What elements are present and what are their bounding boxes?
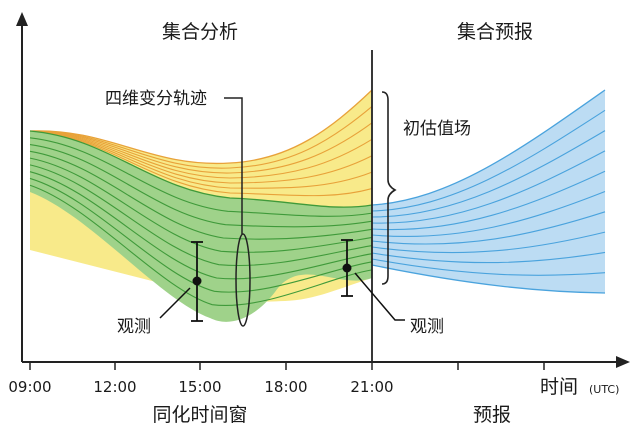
- forecast-label: 预报: [473, 404, 511, 426]
- forecast-trajectory: [371, 170, 606, 231]
- x-axis-label: 时间: [540, 376, 578, 398]
- initial-guess-trajectory: [29, 130, 373, 189]
- observation-2-point: [342, 263, 352, 273]
- analysis-trajectory: [29, 150, 373, 240]
- forecast-trajectory: [371, 258, 606, 276]
- initial-guess-top-outline: [29, 89, 373, 165]
- analysis-ensemble-envelope: [30, 131, 372, 322]
- x-tick-label: 15:00: [178, 378, 221, 396]
- initial-guess-trajectories: [29, 106, 373, 197]
- forecast-trajectory: [371, 150, 606, 224]
- observation-2-label: 观测: [410, 317, 444, 337]
- initial-guess-trajectory: [29, 122, 373, 174]
- analysis-trajectories: [29, 137, 373, 306]
- y-axis-arrow-icon: [16, 12, 28, 26]
- analysis-trajectory: [29, 171, 373, 280]
- initial-guess-label: 初估值场: [403, 119, 471, 139]
- forecast-trajectory: [371, 211, 606, 245]
- initial-guess-trajectory: [29, 130, 373, 179]
- initial-guess-bracket: [381, 91, 397, 285]
- forecast-section-label: 集合预报: [457, 21, 533, 43]
- forecast-trajectory: [371, 130, 606, 218]
- x-axis-ticks: [29, 362, 545, 370]
- four-dvar-leader-line: [224, 97, 243, 234]
- forecast-top-outline: [371, 89, 606, 206]
- x-axis-arrow-icon: [616, 356, 630, 368]
- analysis-trajectory: [29, 137, 373, 217]
- initial-guess-trajectory: [29, 130, 373, 197]
- x-axis-unit: (UTC): [589, 383, 619, 396]
- analysis-trajectory: [29, 177, 373, 293]
- forecast-trajectories: [29, 89, 606, 294]
- analysis-trajectory: [29, 144, 373, 228]
- forecast-bottom-outline: [371, 264, 606, 294]
- x-tick-label: 18:00: [264, 378, 307, 396]
- forecast-trajectory: [371, 109, 606, 212]
- initial-guess-trajectory: [29, 130, 373, 184]
- x-tick-label: 12:00: [93, 378, 136, 396]
- analysis-top-outline: [29, 130, 373, 208]
- initial-guess-trajectory: [29, 106, 373, 169]
- analysis-trajectory: [29, 157, 373, 253]
- forecast-trajectory: [371, 231, 606, 254]
- x-tick-label: 21:00: [350, 378, 393, 396]
- analysis-trajectory: [29, 184, 373, 306]
- forecast-trajectory: [371, 251, 606, 264]
- analysis-trajectory: [29, 164, 373, 266]
- four-dvar-bracket-ellipse: [235, 233, 251, 327]
- observation-2-leader: [354, 272, 405, 321]
- analysis-section-label: 集合分析: [162, 21, 238, 43]
- x-tick-label: 09:00: [8, 378, 51, 396]
- observation-1-leader: [159, 287, 191, 319]
- forecast-trajectory: [371, 190, 606, 238]
- assimilation-window-label: 同化时间窗: [152, 404, 247, 426]
- observation-1-point: [192, 276, 202, 286]
- four-dvar-trajectory-label: 四维变分轨迹: [105, 89, 207, 109]
- observation-1-label: 观测: [117, 317, 151, 337]
